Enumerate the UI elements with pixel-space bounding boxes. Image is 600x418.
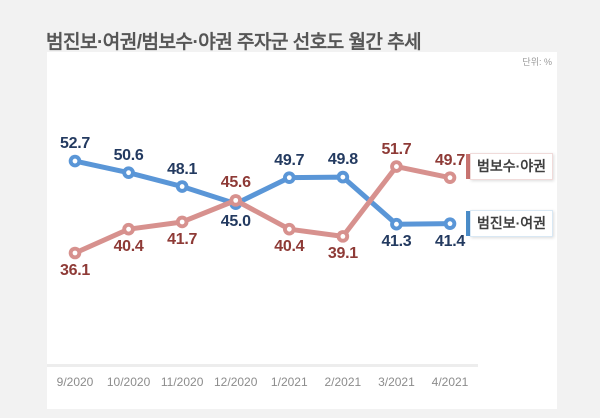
legend-label-conservative-opposition: 범보수·야권 (470, 153, 554, 180)
unit-label: 단위: % (522, 57, 552, 67)
legend-item-progressive-ruling: 범진보·여권 (466, 210, 554, 237)
legend-color-bar-pink (466, 154, 470, 179)
legend-color-bar-blue (466, 211, 470, 236)
x-axis-line (47, 364, 478, 367)
legend-label-progressive-ruling: 범진보·여권 (470, 210, 554, 237)
legend-item-conservative-opposition: 범보수·야권 (466, 153, 554, 180)
chart-title: 범진보·여권/범보수·야권 주자군 선호도 월간 추세 (46, 32, 422, 53)
